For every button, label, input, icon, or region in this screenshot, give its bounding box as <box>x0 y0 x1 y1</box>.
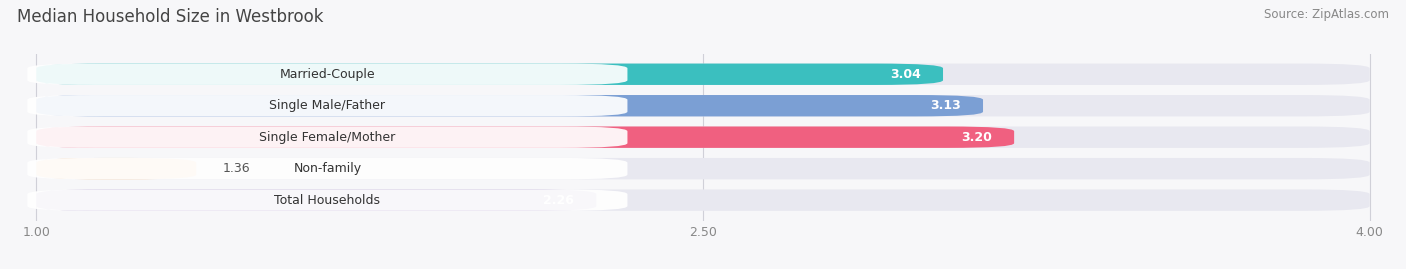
FancyBboxPatch shape <box>37 95 1369 116</box>
FancyBboxPatch shape <box>27 189 627 211</box>
Text: 3.20: 3.20 <box>962 131 991 144</box>
Text: 2.26: 2.26 <box>543 194 574 207</box>
FancyBboxPatch shape <box>37 63 1369 85</box>
FancyBboxPatch shape <box>27 158 627 179</box>
FancyBboxPatch shape <box>37 189 596 211</box>
FancyBboxPatch shape <box>37 126 1014 148</box>
FancyBboxPatch shape <box>27 95 627 116</box>
Text: 1.36: 1.36 <box>224 162 250 175</box>
Text: Total Households: Total Households <box>274 194 381 207</box>
Text: 3.04: 3.04 <box>890 68 921 81</box>
Text: Source: ZipAtlas.com: Source: ZipAtlas.com <box>1264 8 1389 21</box>
Text: Single Male/Father: Single Male/Father <box>270 99 385 112</box>
Text: Married-Couple: Married-Couple <box>280 68 375 81</box>
Text: Single Female/Mother: Single Female/Mother <box>259 131 395 144</box>
FancyBboxPatch shape <box>37 189 1369 211</box>
FancyBboxPatch shape <box>27 63 627 85</box>
FancyBboxPatch shape <box>27 126 627 148</box>
Text: 3.13: 3.13 <box>929 99 960 112</box>
FancyBboxPatch shape <box>37 63 943 85</box>
FancyBboxPatch shape <box>37 158 197 179</box>
Text: Non-family: Non-family <box>294 162 361 175</box>
FancyBboxPatch shape <box>37 158 1369 179</box>
FancyBboxPatch shape <box>37 95 983 116</box>
Text: Median Household Size in Westbrook: Median Household Size in Westbrook <box>17 8 323 26</box>
FancyBboxPatch shape <box>37 126 1369 148</box>
